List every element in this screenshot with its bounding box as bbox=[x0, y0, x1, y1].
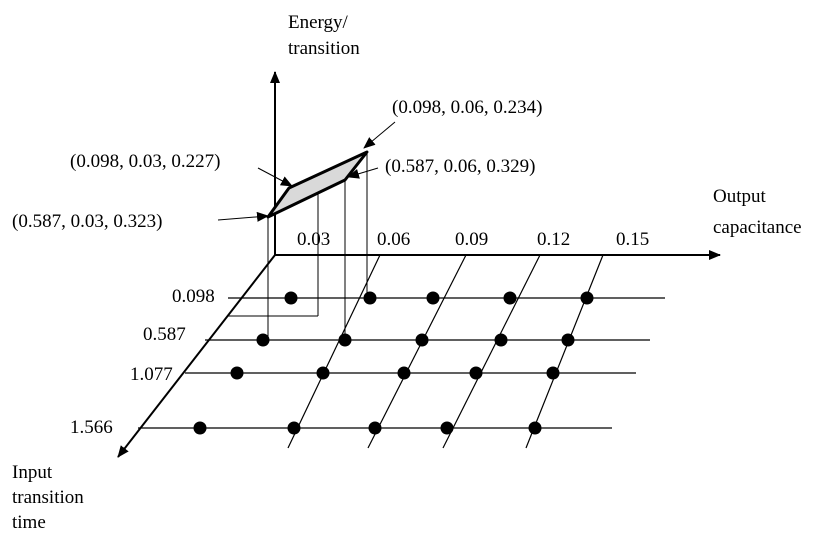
grid-point bbox=[338, 333, 352, 347]
grid-point bbox=[528, 421, 542, 435]
point-label: (0.587, 0.06, 0.329) bbox=[385, 156, 535, 177]
grid-points bbox=[193, 291, 594, 435]
output-capacitance-tick: 0.12 bbox=[537, 229, 570, 250]
input-transition-axis bbox=[117, 254, 276, 458]
leader-arrow bbox=[363, 121, 396, 149]
output-capacitance-tick: 0.06 bbox=[377, 229, 410, 250]
output-capacitance-grid-lines bbox=[287, 254, 604, 449]
energy-surface-patch bbox=[266, 150, 369, 219]
grid-point bbox=[284, 291, 298, 305]
grid-point bbox=[561, 333, 575, 347]
grid-point bbox=[287, 421, 301, 435]
output-capacitance-tick: 0.09 bbox=[455, 229, 488, 250]
energy-axis-label-line1: Energy/ bbox=[288, 12, 349, 33]
grid-point bbox=[469, 366, 483, 380]
point-label: (0.098, 0.06, 0.234) bbox=[392, 97, 542, 118]
grid-point bbox=[363, 291, 377, 305]
leader-arrow bbox=[347, 167, 379, 179]
grid-point bbox=[316, 366, 330, 380]
grid-point bbox=[193, 421, 207, 435]
output-capacitance-label-line1: Output bbox=[713, 186, 767, 207]
grid-point bbox=[546, 366, 560, 380]
grid-col-line-006 bbox=[287, 254, 381, 449]
input-transition-tick: 0.587 bbox=[143, 324, 186, 345]
point-label: (0.098, 0.03, 0.227) bbox=[70, 151, 220, 172]
projection-lines bbox=[228, 152, 368, 340]
grid-point bbox=[580, 291, 594, 305]
output-capacitance-tick: 0.15 bbox=[616, 229, 649, 250]
grid-point bbox=[397, 366, 411, 380]
input-transition-tick: 0.098 bbox=[172, 286, 215, 307]
leader-arrow bbox=[217, 211, 269, 222]
grid-col-line-009 bbox=[367, 254, 467, 449]
input-transition-grid-lines bbox=[138, 297, 665, 429]
output-capacitance-label-line2: capacitance bbox=[713, 217, 802, 238]
grid-point bbox=[230, 366, 244, 380]
input-transition-tick: 1.077 bbox=[130, 364, 173, 385]
output-capacitance-tick: 0.03 bbox=[297, 229, 330, 250]
input-transition-label-line1: Input bbox=[12, 462, 53, 483]
grid-col-line-015 bbox=[525, 254, 604, 449]
grid-point bbox=[503, 291, 517, 305]
grid-point bbox=[440, 421, 454, 435]
grid-point bbox=[256, 333, 270, 347]
point-label: (0.587, 0.03, 0.323) bbox=[12, 211, 162, 232]
axes bbox=[117, 71, 721, 458]
point-leaders bbox=[217, 121, 396, 222]
grid-point bbox=[415, 333, 429, 347]
grid-point bbox=[494, 333, 508, 347]
leader-arrow bbox=[257, 167, 293, 187]
input-transition-label-line3: time bbox=[12, 512, 46, 533]
grid-point bbox=[426, 291, 440, 305]
input-transition-tick: 1.566 bbox=[70, 417, 113, 438]
grid-col-line-012 bbox=[442, 254, 541, 449]
grid-point bbox=[368, 421, 382, 435]
energy-axis-label-line2: transition bbox=[288, 38, 360, 59]
input-transition-label-line2: transition bbox=[12, 487, 84, 508]
